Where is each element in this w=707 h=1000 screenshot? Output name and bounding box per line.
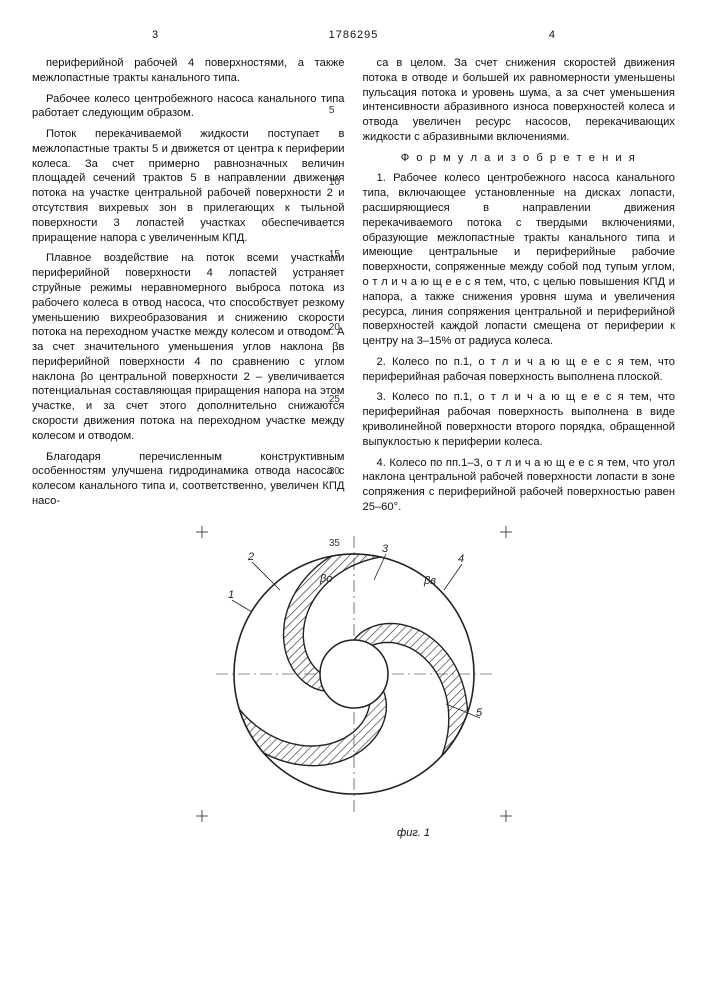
line-number-marks: 5 10 15 20 25 30 35 — [329, 104, 340, 550]
paragraph: Поток перекачиваемой жидкости поступает … — [32, 127, 345, 245]
svg-text:4: 4 — [458, 553, 464, 565]
svg-text:3: 3 — [382, 543, 389, 555]
claims-heading: Ф о р м у л а и з о б р е т е н и я — [363, 151, 676, 166]
line-mark: 35 — [329, 537, 340, 550]
paragraph: 4. Колесо по пп.1–3, о т л и ч а ю щ е е… — [363, 456, 676, 515]
line-mark: 30 — [329, 465, 340, 478]
document-number: 1786295 — [329, 28, 379, 43]
paragraph: 2. Колесо по п.1, о т л и ч а ю щ е е с … — [363, 355, 676, 385]
page-header: 3 1786295 4 — [32, 28, 675, 48]
paragraph: Рабочее колесо центробежного насоса кана… — [32, 92, 345, 122]
page-number-left: 3 — [152, 28, 158, 43]
line-mark: 25 — [329, 393, 340, 406]
line-mark: 5 — [329, 104, 340, 117]
svg-text:βв: βв — [423, 575, 436, 587]
page-number-right: 4 — [549, 28, 555, 43]
svg-text:1: 1 — [228, 589, 234, 601]
paragraph: 1. Рабочее колесо центробежного насоса к… — [363, 171, 676, 348]
line-mark: 10 — [329, 176, 340, 189]
svg-text:5: 5 — [476, 707, 483, 719]
text-columns: периферийной рабочей 4 поверхностями, а … — [32, 56, 675, 518]
line-mark: 20 — [329, 321, 340, 334]
figure-caption: фиг. 1 — [92, 826, 707, 841]
figure-1: 12345βоβв фиг. 1 — [32, 524, 675, 841]
paragraph: Плавное воздействие на поток всеми участ… — [32, 251, 345, 443]
paragraph: Благодаря перечисленным конструктивным о… — [32, 450, 345, 509]
line-mark: 15 — [329, 248, 340, 261]
svg-text:βо: βо — [319, 573, 332, 585]
impeller-diagram: 1 2 3 4 5 βо βв — [194, 524, 514, 824]
svg-text:2: 2 — [247, 551, 254, 563]
paragraph: са в целом. За счет снижения скоростей д… — [363, 56, 676, 145]
paragraph: 3. Колесо по п.1, о т л и ч а ю щ е е с … — [363, 390, 676, 449]
paragraph: периферийной рабочей 4 поверхностями, а … — [32, 56, 345, 86]
